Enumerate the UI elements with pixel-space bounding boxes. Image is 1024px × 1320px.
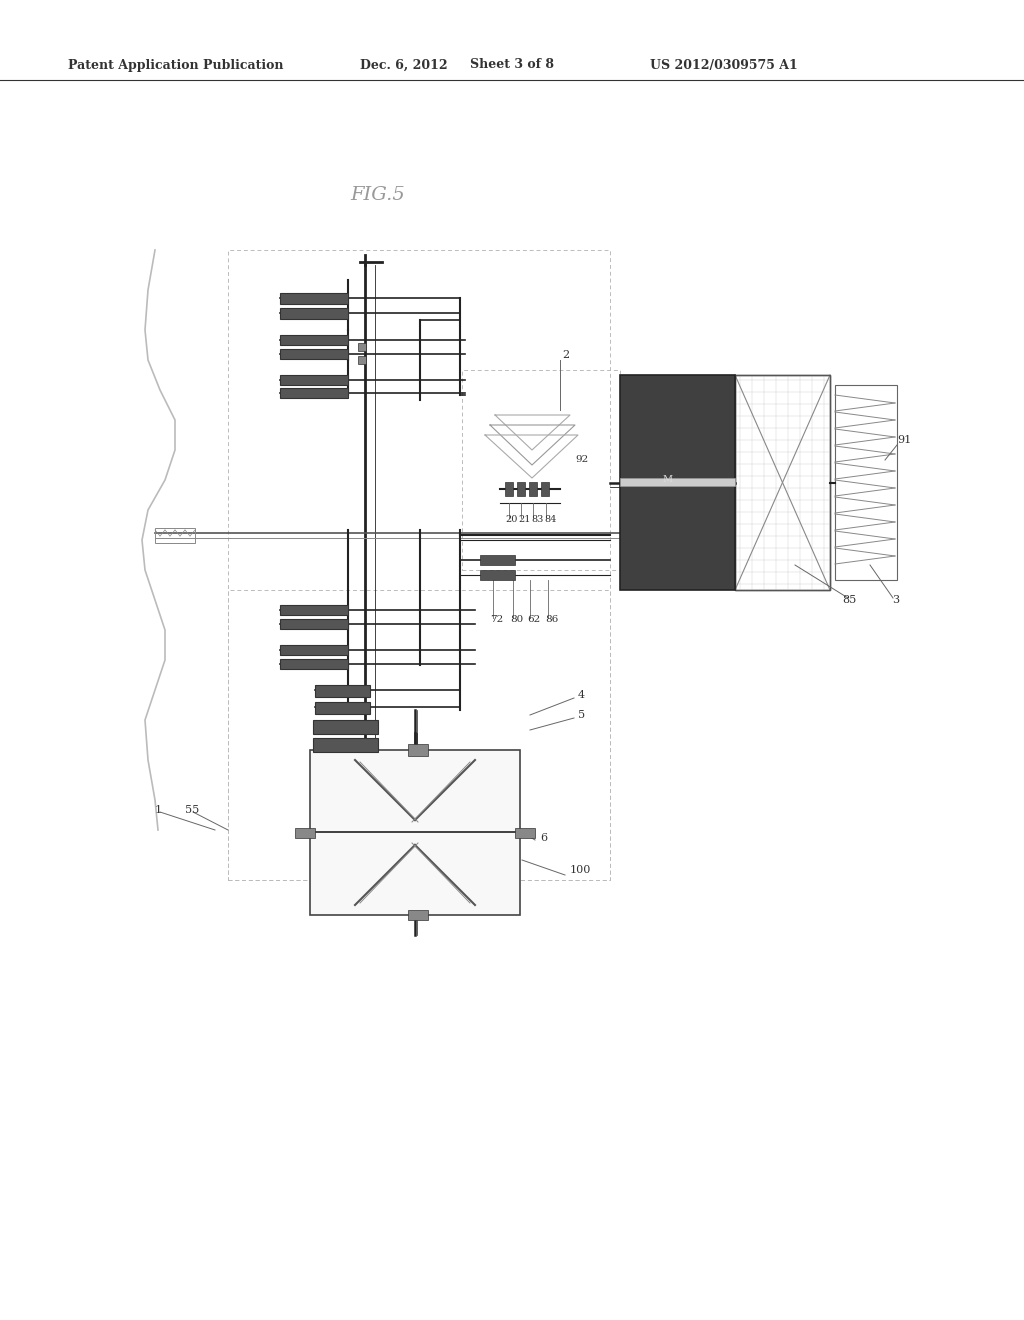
Bar [515,828,535,838]
Text: 84: 84 [544,516,556,524]
Bar [280,348,348,359]
Text: 6: 6 [540,833,547,843]
Text: 80: 80 [510,615,523,624]
Text: 62: 62 [527,615,541,624]
Bar [155,528,195,543]
Bar [541,482,549,496]
Text: 5: 5 [578,710,585,719]
Text: Dec. 6, 2012: Dec. 6, 2012 [360,58,447,71]
Bar [280,605,348,615]
Bar [517,482,525,496]
Text: 86: 86 [545,615,558,624]
Text: 3: 3 [892,595,899,605]
Text: 21: 21 [518,516,530,524]
Text: Sheet 3 of 8: Sheet 3 of 8 [470,58,554,71]
Bar [313,719,378,734]
Text: 83: 83 [531,516,544,524]
Bar [480,554,515,565]
Text: 20: 20 [505,516,517,524]
Text: 72: 72 [490,615,503,624]
Bar [505,482,513,496]
Text: 55: 55 [185,805,200,814]
Bar [735,375,830,590]
Bar [280,388,348,399]
Text: 4: 4 [578,690,585,700]
Bar [280,645,348,655]
Bar [228,590,610,880]
Bar [280,619,348,630]
Bar [315,702,370,714]
Bar [529,482,537,496]
Bar [313,738,378,752]
Bar [295,828,315,838]
Bar [280,308,348,319]
Bar [462,370,620,570]
Text: FIG.5: FIG.5 [350,186,404,205]
Bar [280,375,348,385]
Bar [228,249,610,880]
Bar [358,343,366,351]
Text: 91: 91 [897,436,911,445]
Text: 92: 92 [575,455,588,465]
Bar [315,685,370,697]
Bar [620,478,735,486]
Text: 100: 100 [570,865,592,875]
Text: 2: 2 [562,350,569,360]
Bar [480,570,515,579]
Bar [408,744,428,756]
Bar [280,293,348,304]
Text: 1: 1 [155,805,162,814]
Text: 85: 85 [842,595,856,605]
Bar [280,335,348,345]
Bar [835,385,897,579]
Bar [358,356,366,364]
Bar [735,375,830,590]
Bar [620,375,735,590]
Bar [310,750,520,915]
Bar [408,909,428,920]
Bar [280,659,348,669]
Text: Patent Application Publication: Patent Application Publication [68,58,284,71]
Text: M: M [663,475,673,484]
Text: US 2012/0309575 A1: US 2012/0309575 A1 [650,58,798,71]
